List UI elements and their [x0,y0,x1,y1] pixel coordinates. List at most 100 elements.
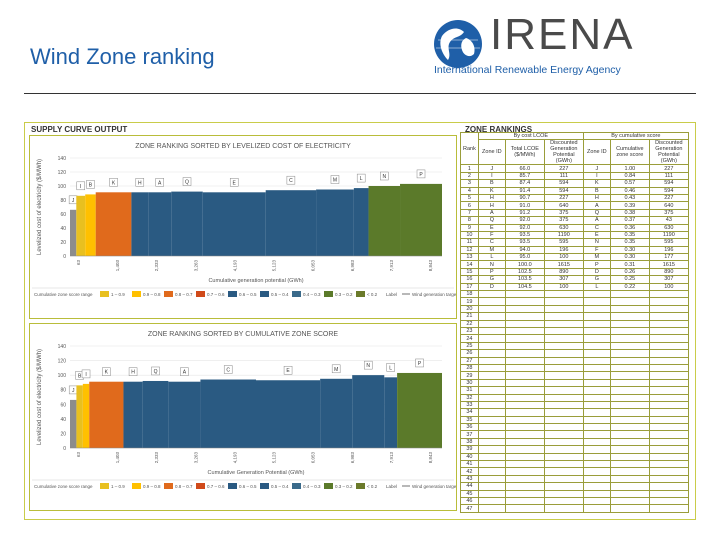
table-cell [504,363,545,373]
bar-zone-J [70,399,77,448]
table-cell [504,504,545,513]
legend-swatch [292,483,301,489]
table-cell [648,363,689,373]
table-cell [504,430,545,439]
table-cell [648,386,689,395]
table-cell [477,334,506,343]
table-cell [648,378,689,388]
table-cell: 0.38 [609,208,650,218]
y-tick-label: 100 [58,373,67,379]
table-cell: 35 [460,415,479,425]
table-row: 4 K 91.4 594 B 0.46 594 [460,186,689,195]
bar-zone-C [265,190,317,256]
table-row: 47 [460,504,689,513]
legend-swatch [260,483,269,489]
zone-label: M [333,178,337,184]
table-cell: 95.0 [504,253,545,262]
chart-title: ZONE RANKING SORTED BY CUMULATIVE ZONE S… [148,331,339,338]
table-cell: K [582,179,611,188]
zone-label: Q [185,180,189,186]
table-cell [609,482,650,491]
x-tick-label: 3,263 [193,260,198,272]
zone-label-box [386,363,395,372]
table-cell [648,423,689,432]
table-cell [543,356,584,365]
legend-item: 0.9 – 0.8 [143,484,161,489]
bar-zone-L [384,377,398,448]
table-cell [543,474,584,484]
table-cell [504,319,545,329]
table-cell [477,423,506,432]
table-cell: 0.35 [609,230,650,240]
table-row: 39 [460,445,689,454]
table-cell [543,341,584,351]
table-cell: 47 [460,504,479,513]
bar-zone-L [353,188,369,256]
table-cell [609,452,650,462]
table-cell: G [582,275,611,284]
legend-item: Wind generation target [412,292,456,297]
table-cell [648,304,689,314]
zone-label-box [330,175,340,184]
table-cell: 0.30 [609,253,650,262]
x-tick-label: 6,983 [350,260,355,272]
table-cell: 227 [543,193,584,203]
table-cell: 375 [648,208,689,218]
zone-label-box [283,365,293,375]
table-cell [504,474,545,484]
table-cell: 21 [460,312,479,321]
zone-label-box [128,367,138,376]
table-cell [648,482,689,491]
table-cell [477,445,506,454]
table-cell [543,371,584,380]
subheader-cell: Zone ID [582,139,611,166]
table-cell [477,371,506,380]
supply-curve-header: SUPPLY CURVE OUTPUT [31,125,128,134]
zone-label: A [183,370,187,376]
table-cell [477,349,506,358]
bar-zone-A [148,192,172,256]
legend-item: 0.4 – 0.3 [303,292,321,297]
table-cell [648,504,689,513]
table-row: 19 [460,297,689,306]
table-cell [543,363,584,373]
table-row: 14 N 100.0 1615 P 0.31 1615 [460,260,689,269]
table-cell: 630 [648,223,689,232]
bar-zone-K [89,381,124,448]
table-row: 8 Q 92.0 375 A 0.37 43 [460,216,689,225]
table-cell [504,326,545,336]
table-cell [543,467,584,476]
table-cell: 227 [648,164,689,173]
table-cell: 196 [648,245,689,255]
x-tick-label: 4,193 [232,260,237,272]
table-cell [477,430,506,439]
table-cell [477,341,506,351]
table-cell [582,474,611,484]
x-tick-label: 63 [76,452,81,458]
header-by-score: By cumulative score [582,131,689,141]
x-tick-label: 8,843 [428,260,433,272]
table-cell: 0.31 [609,260,650,269]
table-header-row: Rank By cost LCOE By cumulative score [460,131,689,166]
zone-label: J [72,388,75,394]
subheader-cell: Total LCOE ($/MWh) [504,139,545,166]
legend-swatch [100,291,109,297]
legend-swatch [356,483,365,489]
table-cell [582,408,611,417]
table-cell [477,312,506,321]
table-cell: 17 [460,282,479,292]
table-cell [504,415,545,425]
table-cell: 19 [460,297,479,306]
x-tick-label: 1,403 [115,452,120,464]
zone-label-box [229,178,239,187]
table-cell: J [477,164,506,173]
y-tick-label: 40 [60,226,66,232]
bar-zone-E [202,192,266,256]
table-cell [648,452,689,462]
irena-logo: IRENA International Renewable Energy Age… [432,10,672,80]
table-subheader-row: Zone ID Total LCOE ($/MWh) Discounted Gene… [461,139,689,166]
legend-title: Cumulative zone score range [34,484,93,489]
table-cell: 3 [460,179,479,188]
table-cell [609,474,650,484]
table-row: 36 [460,423,689,432]
